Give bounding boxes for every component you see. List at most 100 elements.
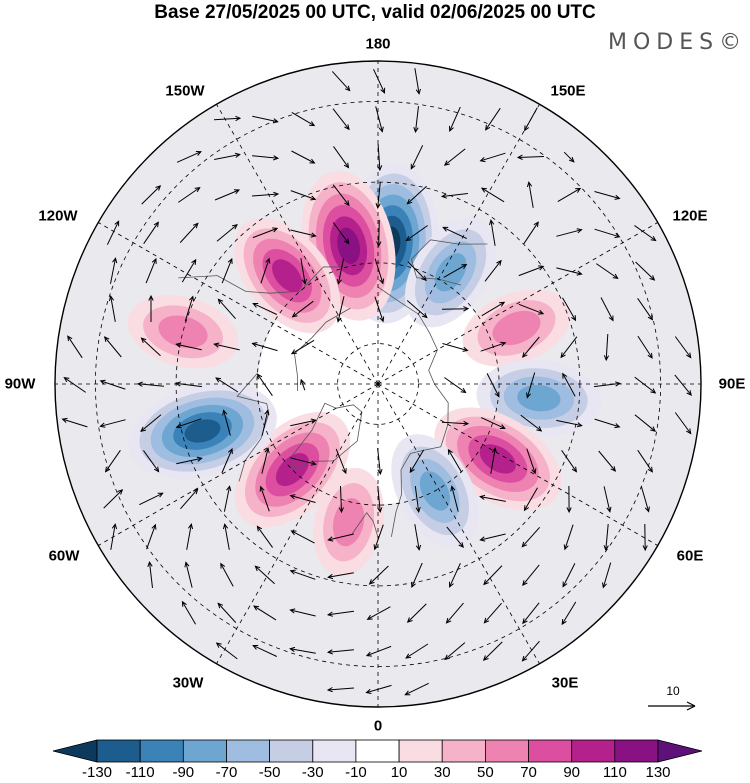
wind-arrow [326,687,355,693]
wind-arrow [524,107,538,132]
colorbar-tick-label: 130 [645,764,671,781]
colorbar [52,739,703,763]
wind-arrow [184,295,195,322]
wind-arrow [99,379,126,390]
wind-arrow [106,220,120,245]
wind-arrow [482,641,503,661]
wind-arrow [405,225,428,242]
longitude-label-120w: 120W [38,207,78,225]
wind-arrow [176,456,203,465]
meridian [377,222,658,385]
wind-arrow [377,486,383,514]
wind-arrow [637,335,653,359]
wind-arrow [489,219,496,246]
wind-arrow [216,223,238,242]
reference-vector [648,701,696,711]
wind-arrow [289,569,316,580]
wind-arrow [414,524,422,551]
wind-arrow [445,602,464,624]
wind-arrow [479,152,506,163]
meridian [98,222,379,385]
wind-arrow [180,488,199,510]
wind-arrow [518,265,545,277]
anomaly-center [313,467,384,577]
wind-arrow [479,533,506,542]
wind-arrow [481,301,506,317]
wind-arrow [256,373,273,396]
wind-arrow [634,376,657,394]
colorbar-segment [571,739,616,763]
wind-arrow [222,523,230,550]
wind-arrow [480,187,505,203]
colorbar-tick-label: -50 [258,764,281,781]
wind-arrow [260,257,271,284]
wind-arrow [290,418,317,427]
longitude-label-90w: 90W [4,375,36,393]
wind-arrow [603,333,610,362]
wind-arrow [291,300,314,318]
meridian [377,383,540,664]
wind-arrow [184,561,193,588]
coastline [377,286,449,537]
meridian [216,383,379,664]
coastline [351,512,379,538]
wind-arrow [332,222,350,245]
wind-arrow [375,182,381,210]
wind-arrow [145,257,157,284]
wind-arrow [253,605,277,621]
wind-arrow [251,342,278,352]
colorbar-tick-label: -130 [81,764,113,781]
wind-arrow [175,418,202,429]
wind-arrow [635,261,656,281]
wind-arrow [444,642,466,661]
wind-arrow [256,525,274,548]
wind-arrow [449,562,461,588]
wind-arrow [485,107,501,131]
wind-arrow [261,409,270,436]
wind-arrow [374,296,385,323]
wind-arrow [561,601,577,626]
wind-arrow [603,524,609,552]
colorbar-segment [657,739,703,763]
wind-arrow [333,146,350,169]
wind-arrow [594,191,621,200]
wind-arrow [556,267,583,276]
wind-arrow [444,377,467,394]
longitude-label-150w: 150W [165,82,205,100]
meridian [216,104,379,385]
map-title: Base 27/05/2025 00 UTC, valid 02/06/2025… [154,2,596,23]
wind-arrow [338,485,344,514]
wind-arrow [214,189,241,201]
wind-arrow [674,412,692,435]
longitude-label-60e: 60E [676,547,704,565]
wind-arrow [486,373,500,398]
wind-arrow [220,562,234,587]
wind-arrow [335,448,347,475]
anomaly-center [128,383,277,479]
wind-arrow [174,381,202,388]
wind-arrow [674,374,692,396]
wind-arrow [406,185,427,205]
wind-arrow [407,261,427,282]
wind-arrow [215,377,239,393]
wind-arrow [596,263,619,280]
wind-arrow [289,494,316,503]
longitude-label-30e: 30E [551,674,579,692]
anomaly-center [127,295,239,369]
wind-arrow [484,259,502,282]
wind-arrow [642,523,648,552]
wind-arrow [221,257,233,284]
wind-arrow [140,337,161,357]
wind-arrow [404,682,429,696]
wind-arrow [634,414,656,432]
wind-arrow [252,115,279,124]
wind-arrow [300,258,307,285]
colorbar-tick-label: -70 [215,764,238,781]
wind-arrow [290,190,317,201]
wind-arrow [336,258,345,285]
wind-arrow [560,336,578,359]
wind-arrow [217,298,236,320]
wind-arrow [556,228,583,237]
parallel [337,343,419,425]
longitude-label-90e: 90E [718,375,746,393]
